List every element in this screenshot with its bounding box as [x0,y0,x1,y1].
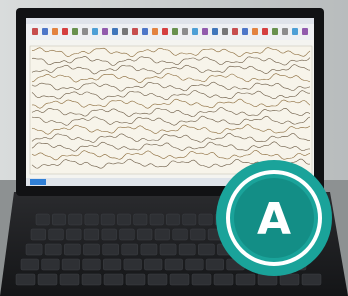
key [199,214,212,225]
key [166,214,179,225]
toolbar-icon [32,28,38,35]
toolbar-icon [172,28,178,35]
toolbar-icon [232,28,238,35]
key [122,244,138,255]
toolbar-icon [132,28,138,35]
toolbar-icon [62,28,68,35]
key [64,244,80,255]
key [103,244,119,255]
key [42,259,60,270]
toolbar-icon [192,28,198,35]
key [214,274,233,285]
key [84,229,99,240]
key [198,244,214,255]
key [21,259,39,270]
key [186,259,204,270]
toolbar-icon [272,28,278,35]
key [126,274,145,285]
title-bar [26,18,314,24]
key [102,229,117,240]
key [66,229,81,240]
toolbar-icon [82,28,88,35]
toolbar [26,24,314,40]
toolbar-icon [262,28,268,35]
toolbar-icon [122,28,128,35]
key [16,274,35,285]
key [49,229,64,240]
toolbar-icon [222,28,228,35]
key [134,214,147,225]
toolbar-icon [152,28,158,35]
key [83,244,99,255]
key [150,214,163,225]
photo: A [0,0,348,296]
key [104,274,123,285]
toolbar-icon [212,28,218,35]
key [36,214,49,225]
toolbar-icon [162,28,168,35]
page: A (() => { const data = JSON.parse(docum… [0,0,348,296]
key [173,229,188,240]
key [280,274,299,285]
key [26,244,42,255]
key [155,229,170,240]
toolbar-icon [292,28,298,35]
key [101,214,114,225]
key [144,259,162,270]
key [38,274,57,285]
toolbar-icon [242,28,248,35]
key [69,214,82,225]
key [124,259,142,270]
toolbar-icon [52,28,58,35]
toolbar-icon [302,28,308,35]
key [192,274,211,285]
toolbar-icon [202,28,208,35]
start-button [30,179,46,185]
key [85,214,98,225]
key [82,274,101,285]
key [190,229,205,240]
key [31,229,46,240]
key [137,229,152,240]
badge: A [216,160,332,276]
key [236,274,255,285]
key [179,244,195,255]
key [62,259,80,270]
key [83,259,101,270]
key [206,259,224,270]
toolbar-icon [42,28,48,35]
key [103,259,121,270]
toolbar-icon [72,28,78,35]
key [141,244,157,255]
key [148,274,167,285]
key [160,244,176,255]
key [165,259,183,270]
key [302,274,321,285]
toolbar-icon [142,28,148,35]
toolbar-icon [102,28,108,35]
toolbar-icon [252,28,258,35]
key [117,214,130,225]
toolbar-icon [182,28,188,35]
key [183,214,196,225]
key [120,229,135,240]
toolbar-icon [92,28,98,35]
toolbar-icon [112,28,118,35]
key [52,214,65,225]
key [45,244,61,255]
badge-label: A [257,194,291,245]
key [60,274,79,285]
toolbar-icon [282,28,288,35]
key [170,274,189,285]
